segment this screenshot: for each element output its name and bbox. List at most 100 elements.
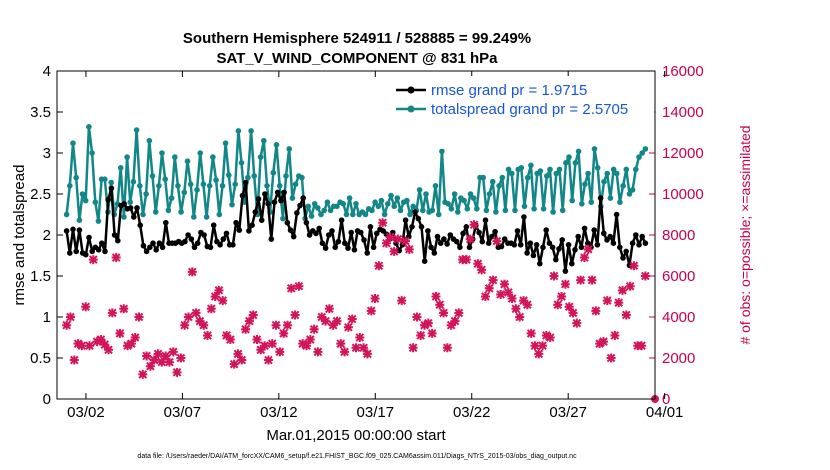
obs-assimilated-marker bbox=[275, 347, 285, 357]
obs-assimilated-marker bbox=[191, 308, 201, 318]
obs-assimilated-marker bbox=[625, 281, 635, 291]
data-point-totalspread bbox=[372, 199, 378, 205]
data-point-rmse bbox=[402, 217, 409, 223]
obs-assimilated-marker bbox=[241, 324, 251, 334]
data-point-rmse bbox=[482, 217, 489, 223]
data-point-rmse bbox=[262, 191, 268, 197]
data-point-rmse bbox=[182, 238, 188, 245]
data-point-rmse bbox=[70, 226, 76, 233]
data-point-rmse bbox=[223, 230, 230, 237]
obs-assimilated-marker bbox=[621, 310, 631, 320]
data-point-rmse bbox=[86, 234, 92, 241]
data-point-rmse bbox=[642, 240, 649, 246]
data-point-rmse bbox=[217, 242, 223, 248]
y-right-tick-label: 4000 bbox=[662, 309, 695, 326]
data-point-totalspread bbox=[582, 181, 588, 187]
data-point-rmse bbox=[99, 240, 105, 246]
chart-subtitle: SAT_V_WIND_COMPONENT @ 831 hPa bbox=[216, 50, 498, 67]
obs-assimilated-marker bbox=[81, 302, 91, 312]
data-point-totalspread bbox=[67, 183, 73, 189]
data-point-totalspread bbox=[391, 203, 398, 210]
data-point-totalspread bbox=[117, 165, 124, 171]
obs-assimilated-marker bbox=[473, 259, 483, 269]
data-point-rmse bbox=[73, 248, 79, 255]
data-point-totalspread bbox=[276, 183, 283, 189]
data-point-rmse bbox=[322, 245, 329, 251]
data-point-totalspread bbox=[607, 195, 614, 201]
data-point-rmse bbox=[284, 219, 291, 226]
plot-frame bbox=[56, 70, 656, 400]
y-axis-label: rmse and totalspread bbox=[11, 165, 28, 306]
data-point-rmse bbox=[524, 250, 530, 256]
data-point-rmse bbox=[143, 248, 150, 255]
data-point-totalspread bbox=[512, 207, 518, 214]
data-point-rmse bbox=[140, 242, 147, 249]
data-point-totalspread bbox=[588, 199, 595, 205]
data-point-rmse bbox=[421, 258, 428, 265]
data-point-rmse bbox=[409, 224, 415, 230]
obs-assimilated-marker bbox=[355, 333, 365, 342]
data-point-rmse bbox=[572, 247, 578, 253]
data-point-rmse bbox=[201, 232, 207, 238]
data-point-totalspread bbox=[410, 203, 417, 210]
data-point-totalspread bbox=[343, 211, 350, 218]
data-point-rmse bbox=[76, 227, 83, 233]
data-point-totalspread bbox=[219, 183, 226, 189]
data-point-totalspread bbox=[445, 201, 452, 207]
obs-assimilated-marker bbox=[256, 345, 266, 355]
obs-assimilated-marker bbox=[598, 337, 608, 347]
data-point-totalspread bbox=[70, 140, 76, 146]
obs-assimilated-marker bbox=[88, 255, 98, 265]
data-point-totalspread bbox=[283, 173, 289, 179]
obs-assimilated-marker bbox=[153, 349, 163, 359]
data-point-totalspread bbox=[489, 178, 496, 185]
obs-assimilated-marker bbox=[564, 302, 574, 312]
obs-assimilated-marker bbox=[305, 335, 315, 345]
data-point-totalspread bbox=[623, 166, 630, 173]
y-tick-label: 1 bbox=[43, 309, 51, 326]
obs-assimilated-marker bbox=[271, 320, 281, 330]
obs-assimilated-marker bbox=[65, 312, 75, 322]
obs-assimilated-marker bbox=[176, 353, 186, 363]
data-point-totalspread bbox=[63, 211, 70, 218]
obs-assimilated-marker bbox=[420, 320, 430, 330]
data-point-totalspread bbox=[544, 173, 550, 179]
data-point-rmse bbox=[527, 240, 534, 246]
obs-assimilated-marker bbox=[157, 357, 167, 367]
data-point-totalspread bbox=[505, 166, 512, 173]
data-point-totalspread bbox=[521, 203, 528, 210]
data-point-rmse bbox=[255, 196, 262, 202]
data-point-rmse bbox=[137, 222, 143, 228]
obs-assimilated-marker bbox=[362, 349, 372, 359]
data-point-totalspread bbox=[206, 183, 213, 189]
data-point-totalspread bbox=[636, 154, 642, 160]
data-point-totalspread bbox=[423, 191, 429, 197]
data-point-rmse bbox=[492, 228, 498, 235]
obs-assimilated-marker bbox=[534, 349, 544, 359]
obs-assimilated-marker bbox=[557, 292, 567, 301]
data-point-totalspread bbox=[334, 203, 340, 210]
obs-assimilated-marker bbox=[218, 296, 228, 306]
obs-assimilated-marker bbox=[480, 292, 490, 301]
data-point-rmse bbox=[514, 228, 521, 234]
obs-assimilated-marker bbox=[107, 308, 117, 318]
data-point-rmse bbox=[636, 242, 642, 248]
obs-assimilated-marker bbox=[519, 296, 529, 306]
data-point-totalspread bbox=[420, 207, 426, 214]
y-tick-label: 1.5 bbox=[30, 268, 51, 285]
data-point-totalspread bbox=[569, 197, 575, 204]
obs-assimilated-marker bbox=[282, 320, 292, 330]
x-tick-label: 03/02 bbox=[67, 404, 105, 421]
data-point-rmse bbox=[271, 199, 278, 205]
data-point-totalspread bbox=[248, 128, 254, 134]
obs-assimilated-marker bbox=[84, 341, 94, 351]
obs-assimilated-marker bbox=[100, 340, 110, 350]
data-point-rmse bbox=[246, 228, 252, 234]
obs-assimilated-marker bbox=[321, 316, 331, 326]
data-point-totalspread bbox=[264, 183, 270, 189]
data-point-rmse bbox=[565, 242, 572, 248]
data-point-rmse bbox=[639, 233, 645, 240]
data-point-totalspread bbox=[187, 181, 194, 187]
data-point-totalspread bbox=[95, 218, 102, 224]
data-point-totalspread bbox=[102, 176, 108, 182]
